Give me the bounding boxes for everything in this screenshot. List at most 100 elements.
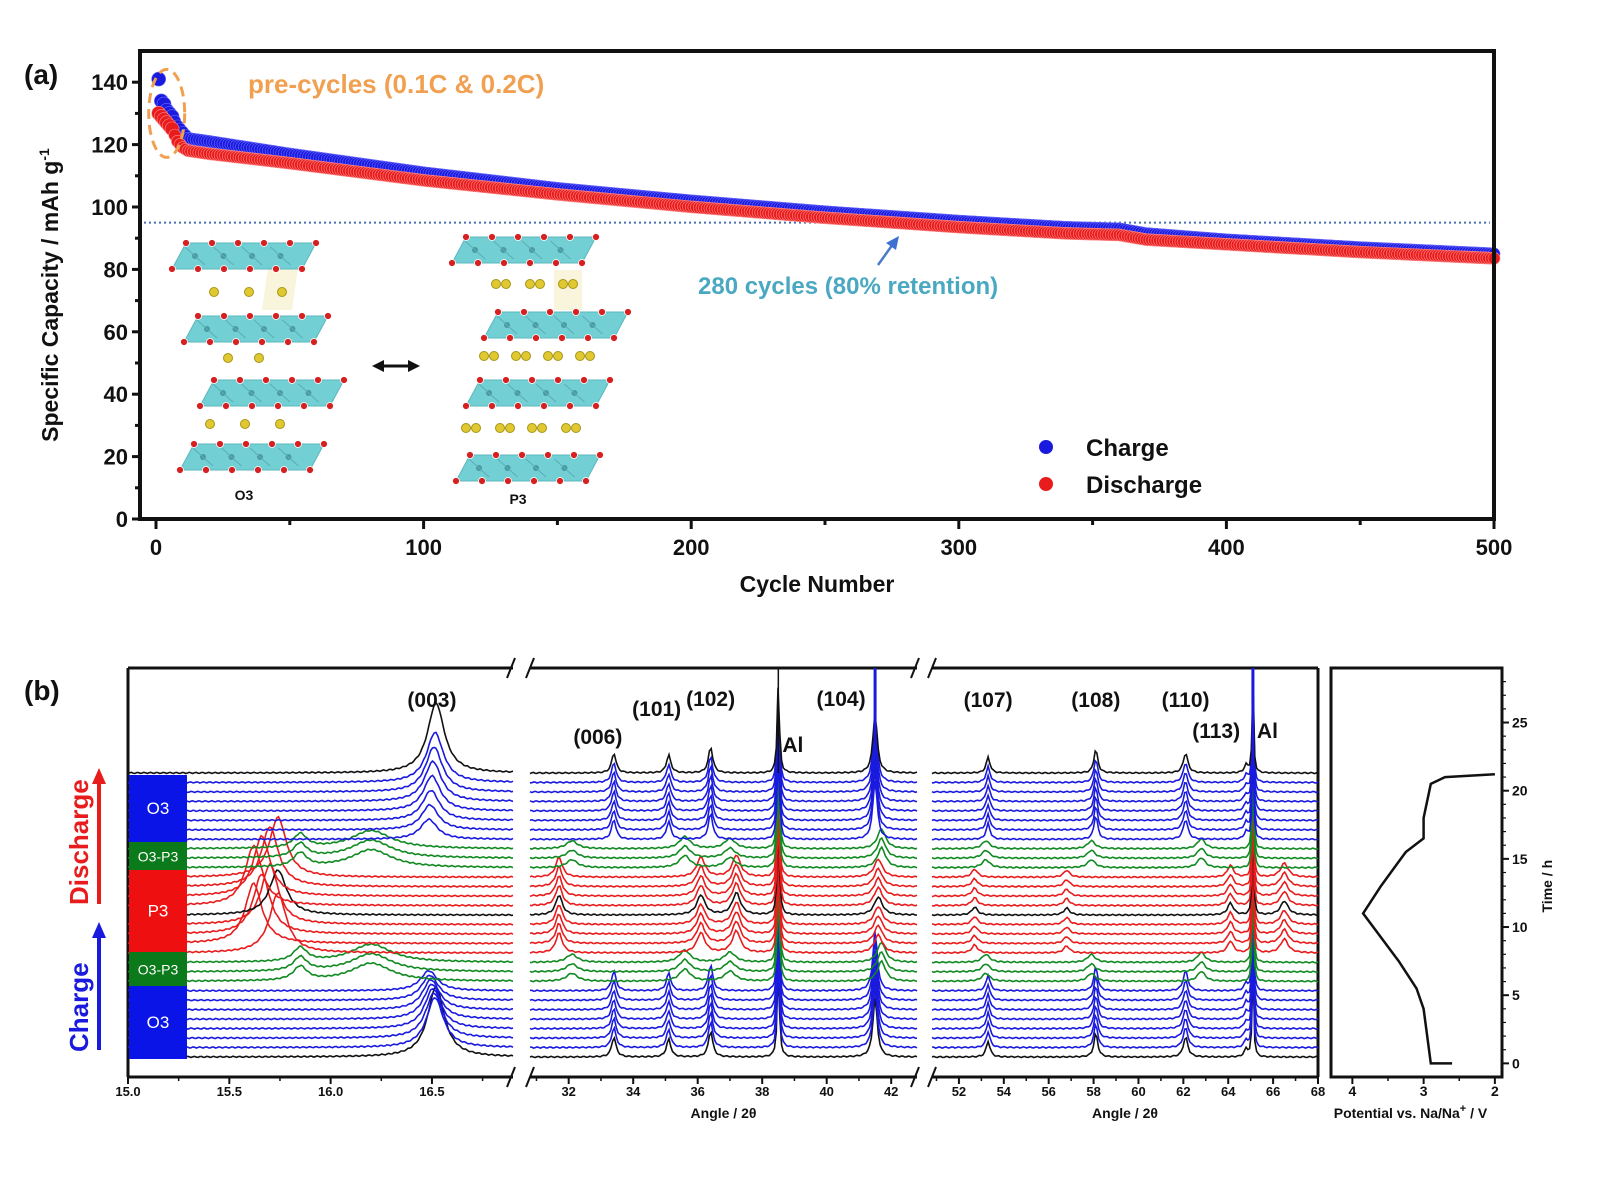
oxygen-atom (578, 259, 586, 267)
oxygen-atom (466, 451, 474, 459)
sodium-atom (535, 279, 545, 289)
x-tick-label: 16.5 (419, 1084, 444, 1099)
bond (196, 319, 218, 339)
bond (213, 246, 234, 266)
oxygen-atom (544, 451, 552, 459)
oxygen-atom (324, 312, 332, 320)
bond (535, 383, 557, 403)
y-tick-label: 60 (104, 320, 128, 345)
xrd-scan-line (529, 829, 918, 917)
pre-cycles-highlight-ellipse (147, 67, 187, 159)
bond (192, 447, 214, 467)
arrow-shaft (876, 243, 895, 266)
oxygen-atom (514, 233, 522, 241)
x-tick-label: 66 (1266, 1084, 1280, 1099)
arrow-head-left (372, 360, 384, 372)
xrd-scan-line (931, 780, 1319, 870)
xrd-scan-line (529, 734, 918, 822)
break-slash (910, 1066, 920, 1088)
y-tick-label: 40 (104, 382, 128, 407)
panel-a-label: (a) (24, 59, 58, 90)
y-tick-label: 15 (1512, 851, 1528, 867)
xrd-scan-line (127, 817, 514, 841)
legend-marker-discharge (1039, 477, 1053, 491)
bond (269, 383, 291, 403)
oxygen-atom (294, 440, 302, 448)
xrd-scan-line (529, 914, 918, 1002)
oxygen-atom (246, 312, 254, 320)
oxygen-atom (232, 338, 240, 346)
xrd-scan-line (127, 848, 514, 869)
x-axis-title-text: Potential vs. Na/Na (1334, 1105, 1460, 1121)
sodium-atom (277, 287, 287, 297)
oxygen-atom (596, 451, 604, 459)
legend-label-charge: Charge (1086, 435, 1169, 462)
oxygen-atom (474, 259, 482, 267)
xrd-scan-line (127, 760, 514, 803)
oxygen-atom (306, 466, 314, 474)
oxygen-atom (566, 402, 574, 410)
x-tick-label: 3 (1420, 1083, 1428, 1099)
oxygen-atom (528, 376, 536, 384)
x-tick-label: 15.5 (217, 1084, 242, 1099)
xrd-scan-line (529, 847, 918, 936)
oxygen-atom (566, 233, 574, 241)
oxygen-atom (502, 376, 510, 384)
plot-frame (138, 49, 1496, 521)
xrd-scan-line (931, 741, 1319, 832)
break-slash (506, 657, 516, 679)
x-tick-label: 64 (1221, 1084, 1236, 1099)
oxygen-atom (552, 259, 560, 267)
oxygen-atom (532, 334, 540, 342)
sodium-atom (558, 279, 568, 289)
sodium-atom (511, 351, 521, 361)
charge-arrow-head (92, 922, 106, 938)
x-tick-label: 32 (561, 1084, 575, 1099)
oxygen-atom (520, 308, 528, 316)
xrd-scan-line (529, 772, 918, 860)
x-tick-label: 60 (1131, 1084, 1145, 1099)
bond (225, 319, 246, 339)
xrd-scan-line (529, 943, 918, 1031)
xrd-scan-line (529, 838, 918, 926)
xrd-scan-line (529, 961, 918, 1049)
oxygen-atom (570, 451, 578, 459)
arrow-head (886, 236, 899, 250)
break-slash (525, 657, 535, 679)
xrd-scan-line (931, 950, 1319, 1040)
phase-label: P3 (148, 902, 169, 921)
xrd-scan-line (931, 940, 1319, 1031)
sodium-atom (571, 423, 581, 433)
bond (497, 458, 518, 478)
sodium-atom (543, 351, 553, 361)
y-tick-label: 120 (91, 133, 128, 158)
peak-label: (104) (817, 688, 866, 711)
crystal-structure-inset: O3 P3 (168, 233, 632, 507)
break-slash (525, 1066, 535, 1088)
oxygen-atom (222, 402, 230, 410)
oxygen-atom (500, 259, 508, 267)
oxygen-atom (448, 259, 456, 267)
xrd-scan-line (931, 960, 1319, 1049)
oxygen-atom (236, 376, 244, 384)
bond (478, 383, 500, 403)
xrd-scan-line (127, 826, 513, 888)
xrd-scan-line (127, 992, 514, 1040)
sodium-atom (501, 279, 511, 289)
x-axis-title: Cycle Number (740, 571, 895, 597)
xrd-scan-line (529, 877, 918, 964)
oxygen-atom (480, 334, 488, 342)
sodium-atom (527, 423, 537, 433)
legend-marker-charge (1039, 440, 1053, 454)
oxygen-atom (584, 334, 592, 342)
xrd-scan-line (530, 697, 918, 784)
oxygen-atom (312, 239, 320, 247)
xrd-scan-line (529, 886, 918, 973)
potential-plot-frame (1329, 666, 1504, 1079)
break-slash (910, 657, 920, 679)
y-tick-label: 20 (1512, 783, 1528, 799)
bond (221, 447, 242, 467)
oxygen-atom (254, 466, 262, 474)
xrd-scan-line (529, 706, 918, 794)
xrd-scan-line (529, 715, 918, 803)
